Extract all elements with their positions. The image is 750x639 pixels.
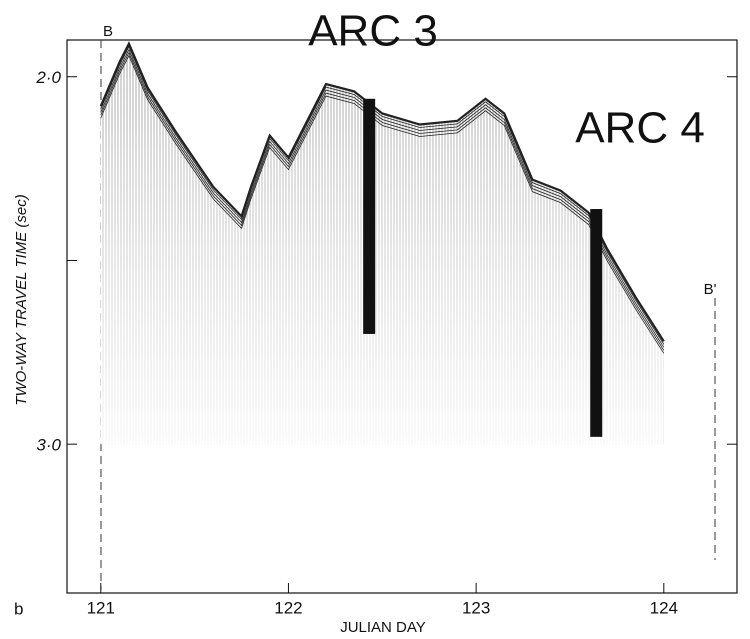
x-tick-label: 121 xyxy=(87,598,115,617)
annotation: ARC 3 xyxy=(308,7,438,56)
seafloor-line xyxy=(99,41,665,342)
arc-marker xyxy=(363,98,376,334)
x-tick-label: 124 xyxy=(650,598,678,617)
x-tick-label: 122 xyxy=(274,598,302,617)
x-axis-title: JULIAN DAY xyxy=(340,619,426,636)
seafloor-line xyxy=(100,51,665,351)
line-end-label: B' xyxy=(704,281,717,298)
y-tick-label: 2·0 xyxy=(35,68,61,87)
x-tick-label: 123 xyxy=(462,598,490,617)
panel-label: b xyxy=(14,599,23,618)
reflection-fade xyxy=(100,43,664,445)
line-start-label: B xyxy=(103,23,113,40)
arc-marker xyxy=(590,209,603,437)
plot-frame xyxy=(66,39,738,594)
seafloor-line xyxy=(100,54,665,354)
seafloor-line xyxy=(100,48,665,348)
y-axis-title: TWO-WAY TRAVEL TIME (sec) xyxy=(13,194,30,405)
seafloor-line xyxy=(100,45,665,345)
y-tick-label: 3·0 xyxy=(36,436,61,455)
annotation: ARC 4 xyxy=(575,104,705,153)
